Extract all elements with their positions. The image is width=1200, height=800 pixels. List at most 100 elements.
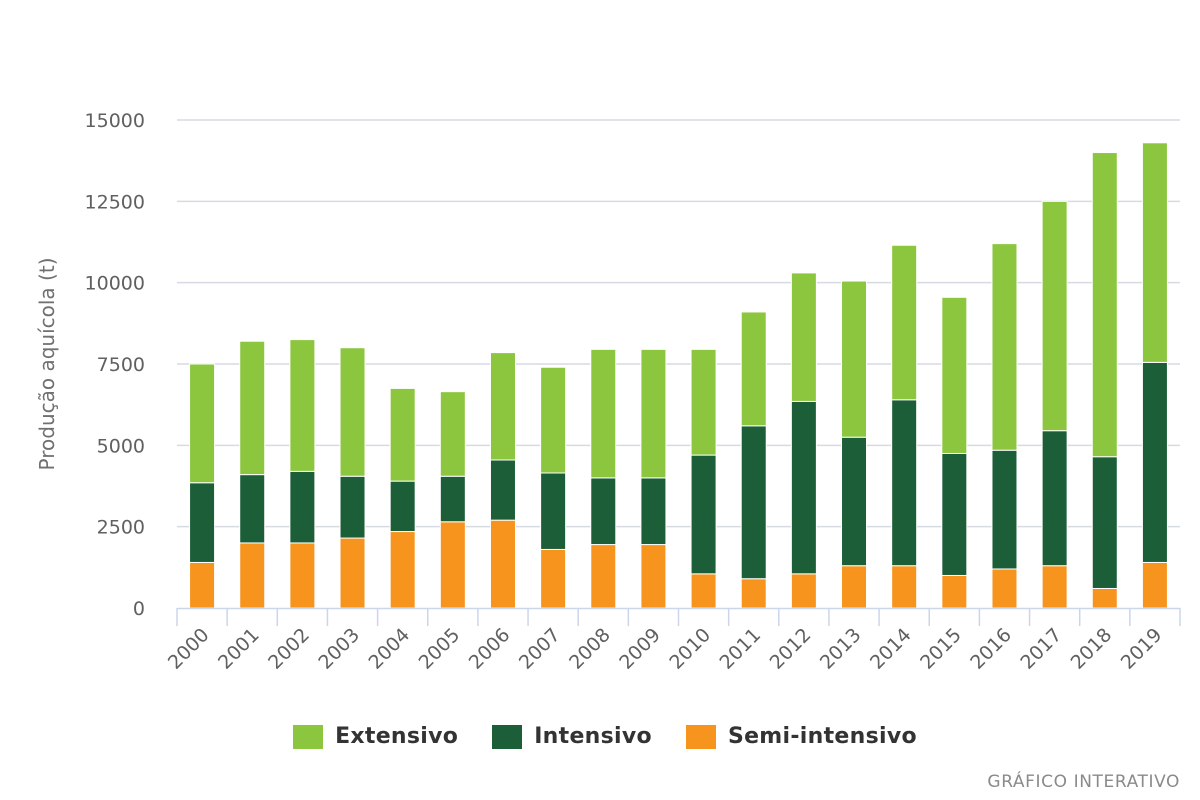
bar-extensivo-2004[interactable]: [389, 387, 416, 482]
bar-extensivo-2015[interactable]: [941, 296, 968, 454]
bar-extensivo-2003[interactable]: [339, 347, 366, 477]
bar-extensivo-2016[interactable]: [991, 243, 1018, 451]
bar-intensivo-2015[interactable]: [941, 452, 968, 576]
bar-semi-intensivo-2011[interactable]: [740, 578, 767, 609]
y-tick-label: 5000: [97, 435, 145, 457]
bar-extensivo-2018[interactable]: [1091, 152, 1118, 458]
x-tick-label: 2008: [565, 624, 615, 674]
x-tick-label: 2001: [214, 624, 264, 674]
bar-semi-intensivo-2006[interactable]: [489, 519, 516, 609]
y-axis-title: Produção aquícola (t): [35, 258, 59, 471]
bar-semi-intensivo-2004[interactable]: [389, 531, 416, 609]
bar-semi-intensivo-2013[interactable]: [841, 565, 868, 609]
bar-semi-intensivo-2009[interactable]: [640, 544, 667, 609]
x-tick-label: 2003: [314, 624, 364, 674]
bar-extensivo-2009[interactable]: [640, 348, 667, 479]
bar-semi-intensivo-2002[interactable]: [289, 542, 316, 609]
y-tick-label: 0: [133, 598, 145, 620]
bar-intensivo-2014[interactable]: [891, 399, 918, 567]
legend: Extensivo Intensivo Semi-intensivo: [0, 724, 1200, 749]
bar-semi-intensivo-2016[interactable]: [991, 568, 1018, 609]
bar-semi-intensivo-2010[interactable]: [690, 573, 717, 609]
x-tick-label: 2010: [665, 624, 715, 674]
bar-semi-intensivo-2007[interactable]: [540, 548, 567, 609]
bars: [189, 142, 1168, 609]
bar-intensivo-2006[interactable]: [489, 459, 516, 521]
bar-semi-intensivo-2017[interactable]: [1041, 565, 1068, 609]
bar-intensivo-2017[interactable]: [1041, 430, 1068, 567]
x-tick-label: 2015: [916, 624, 966, 674]
x-tick-label: 2017: [1016, 624, 1066, 674]
y-tick-label: 15000: [85, 110, 145, 132]
x-tick-label: 2000: [164, 624, 214, 674]
bar-intensivo-2005[interactable]: [439, 475, 466, 523]
bar-intensivo-2009[interactable]: [640, 477, 667, 546]
bar-semi-intensivo-2000[interactable]: [189, 561, 216, 609]
bar-intensivo-2016[interactable]: [991, 449, 1018, 570]
bar-semi-intensivo-2001[interactable]: [239, 542, 266, 609]
legend-item-intensivo[interactable]: Intensivo: [492, 724, 652, 749]
bar-semi-intensivo-2003[interactable]: [339, 537, 366, 609]
bar-semi-intensivo-2005[interactable]: [439, 521, 466, 609]
bar-intensivo-2007[interactable]: [540, 472, 567, 550]
bar-intensivo-2004[interactable]: [389, 480, 416, 533]
x-tick-label: 2014: [866, 624, 916, 674]
legend-swatch-extensivo: [293, 724, 324, 749]
x-axis-ticks: 2000 2001 2002 2003 2004 2005 2006 2007 2008 2009…: [164, 624, 1167, 674]
x-tick-label: 2004: [364, 624, 414, 674]
bar-extensivo-2001[interactable]: [239, 340, 266, 476]
bar-extensivo-2019[interactable]: [1141, 142, 1168, 363]
x-tick-label: 2005: [415, 624, 465, 674]
x-tick-label: 2006: [465, 624, 515, 674]
bar-intensivo-2012[interactable]: [790, 400, 817, 575]
bar-extensivo-2008[interactable]: [590, 348, 617, 479]
bar-intensivo-2002[interactable]: [289, 470, 316, 544]
bar-semi-intensivo-2008[interactable]: [590, 544, 617, 609]
bar-extensivo-2005[interactable]: [439, 391, 466, 477]
gridlines: [177, 119, 1180, 528]
legend-item-semi-intensivo[interactable]: Semi-intensivo: [685, 724, 917, 749]
legend-item-extensivo[interactable]: Extensivo: [293, 724, 458, 749]
y-tick-label: 10000: [85, 273, 145, 295]
bar-intensivo-2019[interactable]: [1141, 361, 1168, 563]
bar-extensivo-2017[interactable]: [1041, 200, 1068, 432]
bar-extensivo-2012[interactable]: [790, 272, 817, 402]
y-tick-label: 12500: [85, 191, 145, 213]
bar-intensivo-2010[interactable]: [690, 454, 717, 575]
y-axis-ticks: 0 2500 5000 7500 10000 12500 15000: [85, 110, 145, 620]
x-tick-label: 2002: [264, 624, 314, 674]
legend-label-semi-intensivo: Semi-intensivo: [727, 724, 917, 749]
bar-extensivo-2010[interactable]: [690, 348, 717, 456]
bar-semi-intensivo-2012[interactable]: [790, 573, 817, 609]
bar-extensivo-2007[interactable]: [540, 366, 567, 474]
bar-intensivo-2011[interactable]: [740, 425, 767, 580]
bar-extensivo-2006[interactable]: [489, 352, 516, 461]
bar-intensivo-2000[interactable]: [189, 482, 216, 563]
bar-semi-intensivo-2018[interactable]: [1091, 587, 1118, 609]
bar-semi-intensivo-2015[interactable]: [941, 574, 968, 609]
bar-extensivo-2000[interactable]: [189, 363, 216, 484]
bar-semi-intensivo-2019[interactable]: [1141, 561, 1168, 609]
legend-label-extensivo: Extensivo: [335, 724, 459, 749]
x-tick-label: 2009: [615, 624, 665, 674]
x-tick-label: 2011: [716, 624, 766, 674]
x-tick-label: 2007: [515, 624, 565, 674]
legend-label-intensivo: Intensivo: [534, 724, 652, 749]
y-tick-label: 7500: [97, 354, 145, 376]
bar-intensivo-2018[interactable]: [1091, 456, 1118, 589]
interactive-chart-credit[interactable]: GRÁFICO INTERATIVO: [987, 772, 1180, 792]
y-tick-label: 2500: [97, 517, 145, 539]
bar-intensivo-2001[interactable]: [239, 474, 266, 544]
x-tick-label: 2019: [1117, 624, 1167, 674]
bar-intensivo-2003[interactable]: [339, 475, 366, 539]
bar-extensivo-2013[interactable]: [841, 280, 868, 438]
x-axis: [176, 607, 1181, 626]
bar-semi-intensivo-2014[interactable]: [891, 565, 918, 609]
bar-extensivo-2011[interactable]: [740, 311, 767, 427]
bar-extensivo-2002[interactable]: [289, 339, 316, 472]
bar-intensivo-2008[interactable]: [590, 477, 617, 546]
bar-intensivo-2013[interactable]: [841, 436, 868, 567]
x-tick-label: 2016: [966, 624, 1016, 674]
bar-extensivo-2014[interactable]: [891, 244, 918, 401]
